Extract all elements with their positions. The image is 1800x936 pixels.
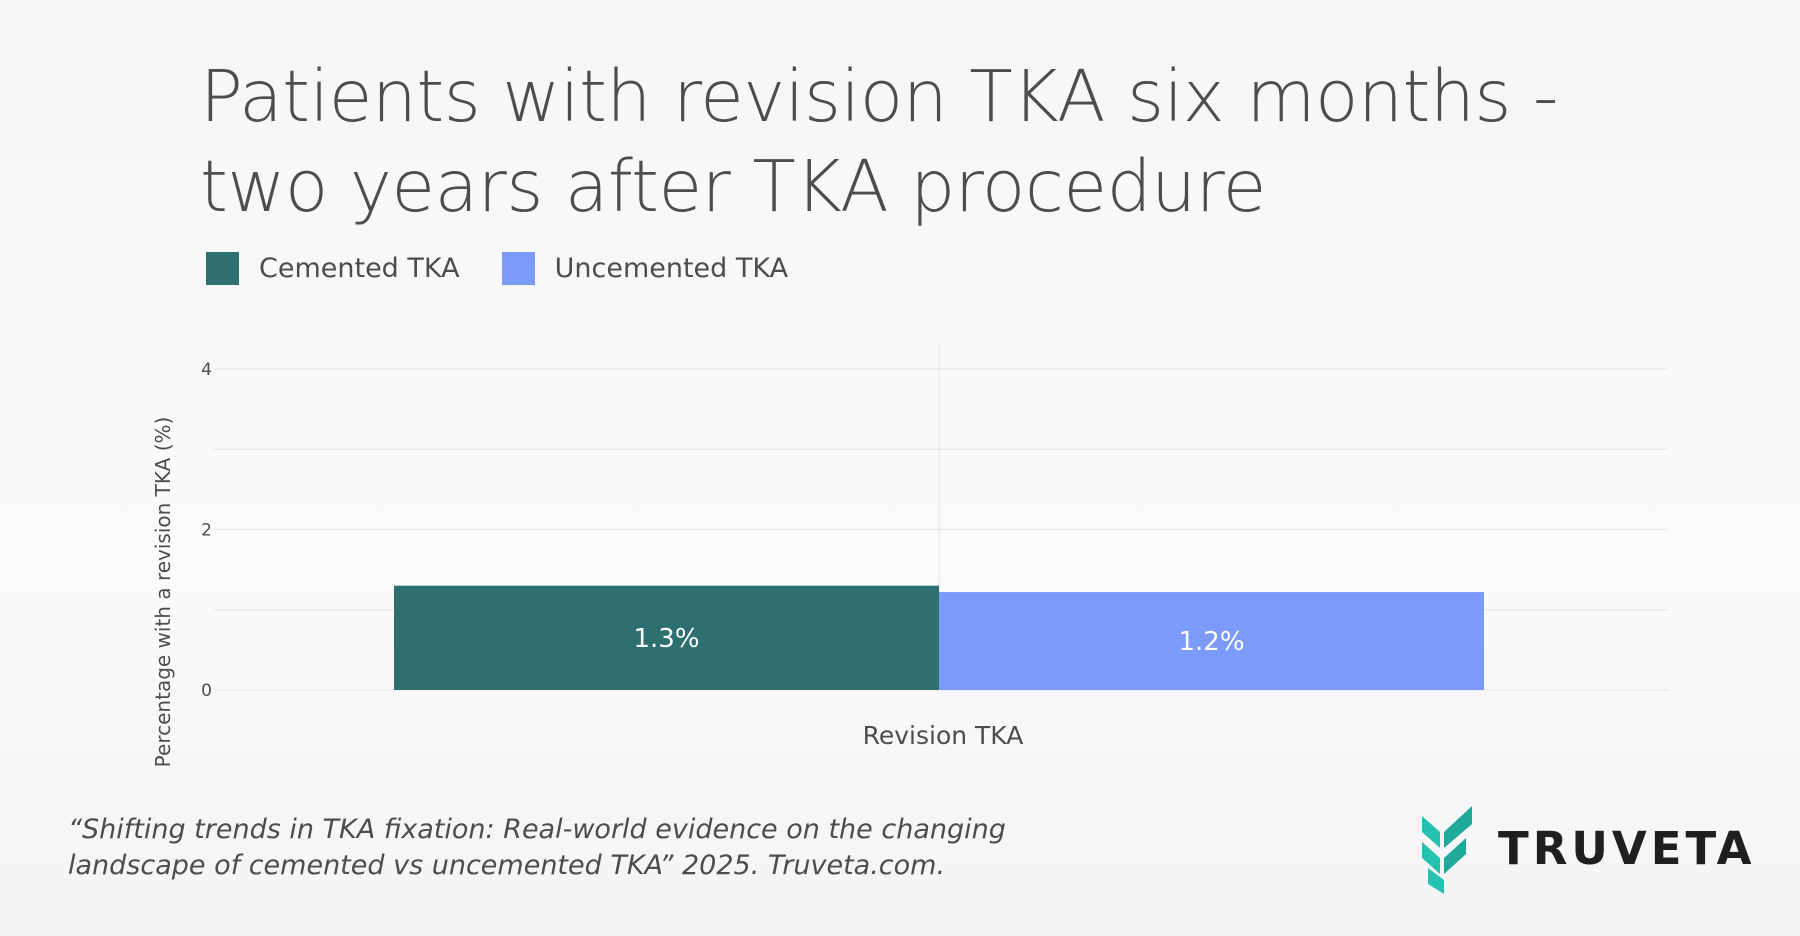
y-tick-label: 4 bbox=[201, 360, 212, 380]
legend-item-cemented[interactable]: Cemented TKA bbox=[206, 252, 460, 285]
y-axis-label: Percentage with a revision TKA (%) bbox=[151, 417, 175, 768]
chart-title-line-2: two years after TKA procedure bbox=[200, 145, 1266, 228]
bar-uncemented[interactable] bbox=[939, 592, 1484, 690]
truveta-leaf-icon bbox=[1422, 806, 1472, 894]
legend-label-cemented: Cemented TKA bbox=[259, 253, 460, 284]
source-citation: “Shifting trends in TKA fixation: Real-w… bbox=[68, 812, 1018, 884]
truveta-logo: TRUVETA bbox=[1418, 802, 1755, 894]
bar-data-label: 1.3% bbox=[633, 624, 699, 654]
x-tick-label: Revision TKA bbox=[863, 721, 1024, 750]
legend-swatch-uncemented bbox=[501, 252, 535, 285]
legend-swatch-cemented bbox=[206, 252, 239, 285]
chart-legend: Cemented TKA Uncemented TKA bbox=[206, 252, 830, 285]
legend-item-uncemented[interactable]: Uncemented TKA bbox=[501, 252, 789, 285]
y-tick-label: 0 bbox=[201, 681, 212, 701]
y-axis-ticks: 0 2 4 bbox=[201, 360, 212, 701]
bar-data-label: 1.2% bbox=[1178, 627, 1244, 657]
y-tick-label: 2 bbox=[201, 521, 212, 541]
x-axis-ticks: Revision TKA bbox=[863, 721, 1024, 750]
brand-name: TRUVETA bbox=[1498, 821, 1756, 875]
chart-title-line-1: Patients with revision TKA six months - bbox=[200, 55, 1559, 138]
bar-cemented[interactable] bbox=[394, 585, 939, 690]
legend-label-uncemented: Uncemented TKA bbox=[554, 253, 789, 284]
bar-chart: 1.3% 1.2% 0 2 4 Percentage with a revision … bbox=[151, 344, 1668, 768]
citation-line-1: “Shifting trends in TKA fixation: Real-w… bbox=[68, 814, 1006, 845]
citation-line-2: landscape of cemented vs uncemented TKA”… bbox=[68, 850, 946, 881]
chart-title: Patients with revision TKA six months - … bbox=[200, 52, 1559, 232]
chart-bars: 1.3% 1.2% bbox=[394, 585, 1484, 690]
